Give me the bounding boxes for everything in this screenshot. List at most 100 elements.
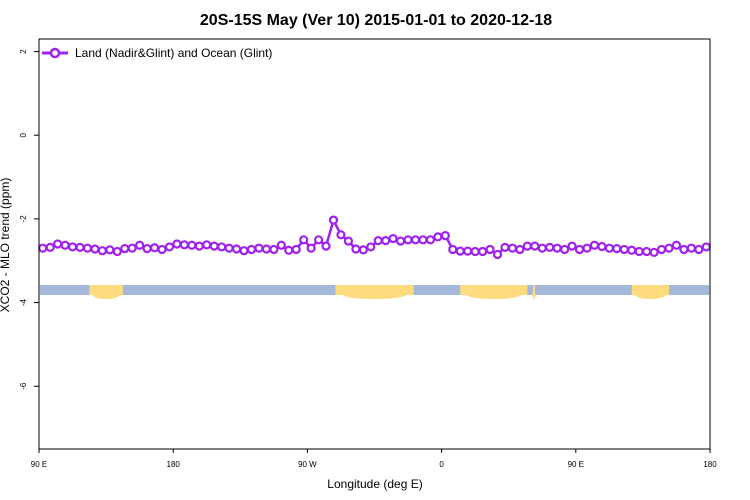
data-point (269, 244, 279, 255)
data-point (306, 243, 316, 253)
data-point (112, 246, 122, 257)
x-axis-ticks: 90 E 180 90 W 0 90 E 180 (31, 449, 717, 469)
data-point (597, 241, 607, 252)
data-point (217, 242, 227, 252)
data-point (224, 243, 234, 253)
data-point (246, 244, 257, 255)
data-point (231, 244, 242, 254)
land-segment-edge-1 (343, 291, 406, 300)
data-point (425, 235, 436, 245)
data-point (582, 243, 592, 253)
data-point (45, 242, 55, 252)
data-point (254, 243, 264, 253)
data-point (671, 240, 682, 250)
data-point (142, 244, 152, 254)
data-point (261, 244, 271, 254)
data-point (60, 240, 70, 250)
data-point (545, 242, 555, 252)
legend: Land (Nadir&Glint) and Ocean (Glint) (42, 46, 272, 60)
data-point (194, 241, 204, 251)
chart-title: 20S-15S May (Ver 10) 2015-01-01 to 2020-… (200, 12, 552, 29)
x-tick-label-0: 90 E (31, 460, 47, 469)
x-tick-label-2: 90 W (298, 460, 317, 469)
y-tick-label-3: -4 (19, 298, 28, 306)
data-point (589, 240, 600, 250)
y-tick-label-2: -2 (19, 215, 28, 223)
data-point (619, 244, 629, 255)
data-point (135, 240, 145, 250)
data-point (440, 231, 450, 241)
data-point (127, 243, 137, 253)
data-point (97, 246, 107, 256)
data-point (492, 249, 503, 260)
data-point (552, 243, 562, 253)
surface-strip (40, 285, 709, 300)
data-point (358, 245, 368, 255)
data-point (649, 247, 659, 257)
land-segment-1 (335, 285, 414, 296)
data-point (403, 235, 413, 245)
data-point (284, 245, 294, 255)
y-tick-label-4: -6 (19, 382, 28, 390)
data-point (664, 243, 674, 253)
data-point (642, 246, 652, 257)
data-point (433, 232, 443, 242)
land-segment-edge-0 (92, 291, 120, 300)
data-point (381, 236, 391, 246)
y-tick-label-0: 2 (19, 49, 28, 54)
data-point (366, 242, 376, 252)
data-point (328, 215, 339, 225)
data-point (239, 246, 249, 256)
y-axis-ticks: 2 0 -2 -4 -6 (19, 49, 39, 390)
land-segment-2 (460, 285, 528, 296)
data-point (507, 243, 518, 253)
data-point (694, 244, 704, 255)
data-point (634, 246, 644, 257)
data-point (485, 244, 495, 255)
data-point (656, 244, 667, 255)
x-axis-label: Longitude (deg E) (327, 477, 422, 491)
data-point (463, 246, 473, 256)
legend-label: Land (Nadir&Glint) and Ocean (Glint) (75, 46, 272, 60)
data-point (149, 243, 160, 253)
data-point (418, 235, 428, 245)
x-tick-label-1: 180 (167, 460, 181, 469)
land-segment-3 (532, 285, 535, 296)
data-point (299, 235, 309, 245)
land-segment-0 (89, 285, 123, 296)
data-point (105, 245, 115, 255)
data-point (164, 242, 175, 252)
data-point (448, 244, 458, 255)
data-point (172, 239, 182, 249)
data-point (686, 243, 696, 253)
data-point (209, 241, 219, 251)
data-point (120, 244, 130, 254)
data-point (537, 243, 547, 253)
data-point (455, 246, 465, 256)
data-point (679, 244, 689, 255)
data-point (410, 235, 421, 245)
data-point (75, 242, 85, 252)
data-point (157, 244, 167, 255)
land-segment-4 (631, 285, 669, 296)
data-point (604, 243, 614, 253)
legend-marker (49, 47, 61, 59)
data-point (291, 244, 301, 255)
data-point (53, 239, 63, 249)
data-point (522, 241, 532, 251)
data-point (90, 244, 100, 254)
plot-frame (38, 38, 711, 450)
data-point (478, 246, 488, 257)
data-point (701, 242, 711, 252)
data-point (343, 236, 354, 246)
data-point (567, 241, 577, 251)
data-point (187, 240, 197, 250)
y-axis-label: XCO2 - MLO trend (ppm) (0, 178, 12, 313)
data-point (388, 233, 398, 244)
x-tick-label-4: 90 E (568, 460, 584, 469)
land-segment-edge-2 (466, 291, 521, 300)
series-layer (38, 215, 711, 260)
data-point (179, 240, 189, 250)
data-point (202, 240, 212, 250)
data-point (351, 244, 361, 254)
